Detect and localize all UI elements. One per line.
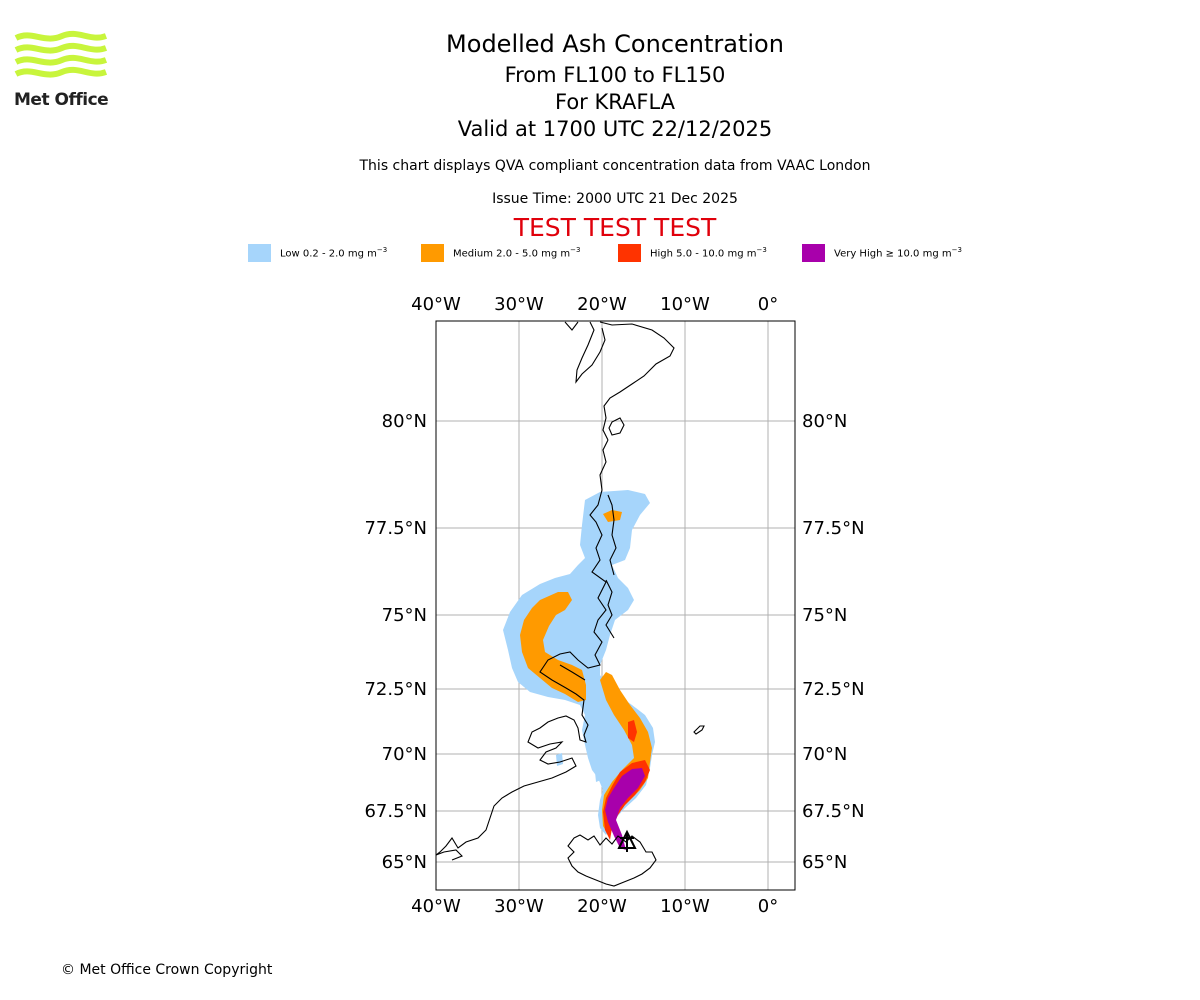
lon-tick-top-30w: 30°W: [494, 294, 544, 315]
coastline-iceland: [567, 834, 657, 887]
legend-label-very-high: Very High ≥ 10.0 mg m: [834, 248, 952, 260]
lat-tick-left-67-5n: 67.5°N: [364, 801, 427, 822]
legend-swatch-very-high: [802, 244, 825, 262]
volcano-marker-icon: [617, 829, 637, 852]
ash-contour-medium-north: [603, 510, 622, 522]
lon-tick-bottom-10w: 10°W: [660, 896, 710, 917]
issue-time: Issue Time: 2000 UTC 21 Dec 2025: [492, 191, 738, 207]
lon-tick-top-0: 0°: [758, 294, 778, 315]
lon-tick-bottom-20w: 20°W: [577, 896, 627, 917]
legend-label-low: Low 0.2 - 2.0 mg m: [280, 248, 377, 260]
coastline-fjords: [559, 494, 617, 681]
coastline-svalbard: [599, 321, 675, 441]
legend-unit-exp-medium: −3: [570, 246, 581, 255]
lon-tick-top-40w: 40°W: [411, 294, 461, 315]
chart-subtitle: This chart displays QVA compliant concen…: [359, 158, 871, 174]
lat-tick-right-65n: 65°N: [802, 852, 847, 873]
ash-contour-very-high: [605, 768, 645, 850]
lon-tick-bottom-0: 0°: [758, 896, 778, 917]
legend-swatch-low: [248, 244, 271, 262]
legend-item-medium: Medium 2.0 - 5.0 mg m−3: [421, 244, 580, 262]
lat-tick-left-65n: 65°N: [382, 852, 427, 873]
flight-level-range: From FL100 to FL150: [504, 63, 726, 87]
legend-swatch-medium: [421, 244, 444, 262]
ash-speck-low-2: [594, 760, 601, 782]
met-office-waves-icon: [14, 30, 108, 78]
legend-label-medium: Medium 2.0 - 5.0 mg m: [453, 248, 571, 260]
lon-tick-top-10w: 10°W: [660, 294, 710, 315]
lat-tick-left-80n: 80°N: [382, 411, 427, 432]
ash-contour-low: [503, 490, 655, 835]
lat-tick-right-77-5n: 77.5°N: [802, 518, 865, 539]
lat-tick-right-80n: 80°N: [802, 411, 847, 432]
ash-speck-low: [556, 753, 563, 766]
coastline-island-small: [608, 417, 625, 436]
lat-tick-right-72-5n: 72.5°N: [802, 679, 865, 700]
lat-tick-left-75n: 75°N: [382, 605, 427, 626]
coastline-jan-mayen: [693, 725, 705, 735]
logo-text: Met Office: [14, 90, 109, 110]
met-office-logo: Met Office: [14, 30, 109, 112]
ash-contour-high-cell: [628, 720, 637, 742]
lon-tick-top-20w: 20°W: [577, 294, 627, 315]
lat-tick-right-67-5n: 67.5°N: [802, 801, 865, 822]
chart-title: Modelled Ash Concentration: [446, 30, 784, 58]
legend-item-low: Low 0.2 - 2.0 mg m−3: [248, 244, 387, 262]
test-banner: TEST TEST TEST: [513, 213, 717, 242]
lon-tick-bottom-30w: 30°W: [494, 896, 544, 917]
coastline-greenland-south: [436, 849, 463, 861]
volcano-name: For KRAFLA: [555, 90, 675, 114]
legend-unit-exp-very-high: −3: [951, 246, 962, 255]
lon-tick-bottom-40w: 40°W: [411, 896, 461, 917]
coastline-svalbard-west: [564, 321, 606, 384]
lat-tick-right-70n: 70°N: [802, 744, 847, 765]
copyright-notice: © Met Office Crown Copyright: [61, 962, 273, 978]
legend-unit-exp-high: −3: [756, 246, 767, 255]
map-frame: [435, 320, 796, 891]
lat-tick-right-75n: 75°N: [802, 605, 847, 626]
legend-swatch-high: [618, 244, 641, 262]
lat-tick-left-72-5n: 72.5°N: [364, 679, 427, 700]
legend-item-high: High 5.0 - 10.0 mg m−3: [618, 244, 767, 262]
legend-unit-exp-low: −3: [376, 246, 388, 255]
valid-time: Valid at 1700 UTC 22/12/2025: [457, 117, 773, 141]
legend-item-very-high: Very High ≥ 10.0 mg m−3: [802, 244, 962, 262]
coastlines: [436, 321, 705, 887]
lat-tick-left-77-5n: 77.5°N: [364, 518, 427, 539]
lat-tick-left-70n: 70°N: [382, 744, 427, 765]
ash-contour-medium-west: [520, 592, 586, 702]
legend-label-high: High 5.0 - 10.0 mg m: [650, 248, 757, 260]
coastline-greenland-east: [436, 439, 609, 856]
